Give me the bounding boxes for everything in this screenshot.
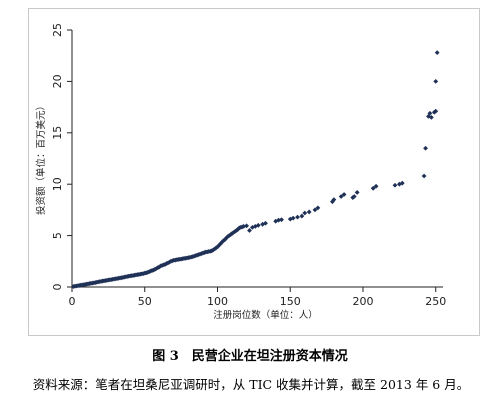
data-point — [423, 145, 428, 151]
data-point — [427, 110, 433, 116]
data-point — [433, 79, 439, 84]
x-tick-label: 0 — [69, 295, 76, 308]
data-point — [299, 213, 305, 219]
data-point — [287, 216, 293, 222]
data-point — [276, 217, 281, 223]
data-point — [338, 194, 344, 199]
x-tick-label: 150 — [280, 295, 301, 308]
data-point — [229, 231, 235, 236]
data-point — [373, 183, 379, 189]
data-point — [263, 220, 268, 226]
data-point — [210, 247, 216, 253]
data-point — [235, 227, 241, 232]
x-tick-label: 50 — [138, 295, 152, 308]
data-point — [247, 228, 252, 233]
figure-source-note: 资料来源：笔者在坦桑尼亚调研时，从 TIC 收集并计算，截至 2013 年 6 … — [32, 377, 470, 392]
data-point — [244, 223, 249, 229]
data-point — [250, 224, 255, 230]
data-point — [370, 185, 376, 191]
data-point — [306, 209, 312, 215]
data-point — [302, 210, 308, 216]
x-tick-label: 250 — [425, 295, 446, 308]
data-point — [231, 230, 236, 235]
data-point — [226, 233, 232, 238]
scatter-chart: 0 50 100 150 200 250 0 5 10 15 20 25 注册岗位数（单位：人） 投资额（… — [35, 23, 446, 321]
data-point — [223, 235, 229, 241]
data-point — [428, 114, 434, 120]
data-point — [260, 221, 265, 227]
y-tick-label: 20 — [51, 74, 64, 88]
data-point — [434, 50, 440, 56]
data-point — [421, 173, 427, 179]
data-point — [331, 197, 337, 203]
y-axis-title: 投资额（单位：百万美元） — [35, 101, 47, 215]
data-point — [426, 113, 431, 119]
data-point — [290, 215, 296, 221]
data-point — [234, 228, 239, 233]
data-point — [218, 241, 223, 247]
x-tick-label: 100 — [207, 295, 228, 308]
y-tick-label: 0 — [51, 284, 64, 291]
data-point — [315, 205, 321, 211]
data-point — [213, 245, 219, 251]
data-point — [241, 223, 247, 229]
data-point — [222, 237, 228, 243]
data-point — [350, 195, 356, 200]
data-point — [273, 218, 279, 224]
data-point — [212, 246, 217, 252]
data-point — [351, 194, 357, 199]
y-tick-label: 10 — [51, 177, 64, 191]
data-point — [228, 232, 233, 237]
x-tick-label: 200 — [352, 295, 373, 308]
data-point — [392, 182, 398, 188]
data-point — [312, 207, 318, 213]
y-tick-label: 25 — [51, 23, 64, 37]
data-point — [354, 190, 360, 195]
data-point — [220, 238, 226, 244]
y-tick-label: 5 — [51, 232, 64, 239]
data-point — [279, 217, 284, 223]
data-point — [215, 244, 220, 250]
y-tick-label: 15 — [51, 126, 64, 140]
data-point — [225, 234, 231, 240]
data-point — [255, 222, 261, 228]
data-point — [295, 214, 300, 220]
data-point — [341, 192, 347, 197]
data-point — [156, 264, 162, 270]
data-point — [433, 108, 439, 114]
data-point — [399, 180, 405, 186]
data-point — [232, 229, 238, 234]
figure-caption: 图 3 民营企业在坦注册资本情况 — [152, 349, 348, 364]
x-axis-title: 注册岗位数（单位：人） — [213, 309, 318, 321]
